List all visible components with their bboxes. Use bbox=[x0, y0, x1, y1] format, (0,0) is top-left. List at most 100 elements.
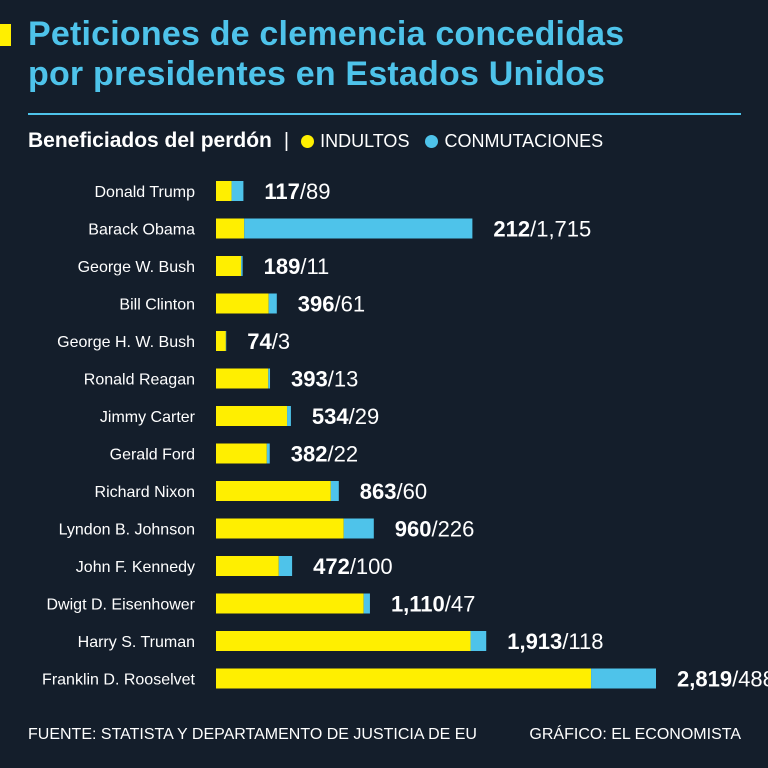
category-label: Jimmy Carter bbox=[100, 409, 196, 426]
value-label: 960/226 bbox=[395, 517, 475, 542]
value-label: 396/61 bbox=[298, 292, 365, 317]
bar-commutations bbox=[330, 481, 339, 501]
value-label-pardons: 1,110 bbox=[391, 592, 445, 617]
category-label: Lyndon B. Johnson bbox=[59, 522, 195, 539]
title-line-1: Peticiones de clemencia concedidas bbox=[28, 15, 625, 53]
category-label: Franklin D. Rooselvet bbox=[42, 672, 196, 689]
category-label: Gerald Ford bbox=[110, 447, 195, 464]
footer-credit: GRÁFICO: EL ECONOMISTA bbox=[529, 726, 741, 743]
legend-separator: | bbox=[283, 129, 290, 152]
bar-commutations bbox=[363, 593, 370, 614]
value-label-pardons: 74 bbox=[247, 329, 272, 354]
legend-dot-pardons bbox=[301, 134, 315, 148]
category-label: John F. Kennedy bbox=[76, 559, 195, 576]
bar-commutations bbox=[231, 181, 244, 201]
category-label: Dwigt D. Eisenhower bbox=[47, 597, 196, 614]
category-label: Barack Obama bbox=[88, 222, 195, 239]
bar-pardons bbox=[216, 556, 279, 576]
value-label-commutations: /60 bbox=[397, 479, 428, 504]
legend-title: Beneficiados del perdón bbox=[28, 129, 272, 152]
bar-pardons bbox=[216, 331, 226, 351]
value-label: 74/3 bbox=[247, 329, 290, 354]
value-label-commutations: /22 bbox=[327, 442, 358, 467]
category-label: Bill Clinton bbox=[119, 297, 195, 314]
value-label-commutations: /13 bbox=[328, 367, 359, 392]
bar-pardons bbox=[216, 293, 269, 314]
value-label-commutations: /488 bbox=[732, 667, 768, 692]
bar-pardons bbox=[216, 368, 269, 389]
bar-pardons bbox=[216, 481, 331, 501]
value-label-pardons: 1,913 bbox=[507, 629, 562, 654]
value-label: 2,819/488 bbox=[677, 667, 768, 692]
category-label: Harry S. Truman bbox=[78, 634, 195, 651]
value-label-pardons: 472 bbox=[313, 554, 350, 579]
category-label: George H. W. Bush bbox=[57, 334, 195, 351]
legend-label-pardons: INDULTOS bbox=[320, 130, 410, 151]
bar-commutations bbox=[268, 293, 277, 314]
value-label-commutations: /29 bbox=[349, 404, 380, 429]
value-label: 1,913/118 bbox=[507, 629, 603, 654]
bar-pardons bbox=[216, 181, 232, 201]
value-label-commutations: /226 bbox=[432, 517, 475, 542]
value-label: 863/60 bbox=[360, 479, 427, 504]
value-label: 382/22 bbox=[291, 442, 358, 467]
bar-pardons bbox=[216, 406, 288, 426]
value-label-commutations: /1,715 bbox=[530, 217, 591, 242]
bar-commutations bbox=[244, 218, 473, 239]
bar-pardons bbox=[216, 593, 364, 614]
title-accent-mark bbox=[0, 24, 11, 46]
value-label: 393/13 bbox=[291, 367, 358, 392]
value-label-pardons: 117 bbox=[264, 179, 300, 204]
bar-commutations bbox=[268, 368, 271, 389]
bar-pardons bbox=[216, 443, 267, 464]
legend-dot-commutations bbox=[425, 134, 439, 148]
value-label-commutations: /118 bbox=[562, 629, 603, 654]
legend-label-commutations: CONMUTACIONES bbox=[444, 130, 604, 151]
value-label: 1,110/47 bbox=[391, 592, 475, 617]
bar-pardons bbox=[216, 668, 592, 689]
value-label-pardons: 212 bbox=[493, 217, 530, 242]
value-label-pardons: 396 bbox=[298, 292, 335, 317]
category-label: Donald Trump bbox=[95, 184, 196, 201]
chart-title: Peticiones de clemencia concedidas por p… bbox=[28, 14, 758, 94]
bar-commutations bbox=[241, 256, 243, 276]
bar-pardons bbox=[216, 256, 242, 276]
legend-item-commutations: CONMUTACIONES bbox=[425, 131, 603, 152]
category-label: Richard Nixon bbox=[95, 484, 195, 501]
value-label-commutations: /61 bbox=[335, 292, 366, 317]
value-label: 212/1,715 bbox=[493, 217, 591, 242]
value-label: 472/100 bbox=[313, 554, 393, 579]
value-label-pardons: 2,819 bbox=[677, 667, 732, 692]
value-label-commutations: /47 bbox=[445, 592, 476, 617]
bar-commutations bbox=[266, 443, 270, 464]
value-label-pardons: 189 bbox=[264, 254, 301, 279]
value-label-commutations: /100 bbox=[350, 554, 393, 579]
bar-commutations bbox=[278, 556, 293, 576]
value-label: 189/11 bbox=[264, 254, 330, 279]
value-label-commutations: /3 bbox=[272, 329, 290, 354]
value-label-commutations: /11 bbox=[300, 254, 329, 279]
bar-pardons bbox=[216, 631, 471, 651]
category-label: Ronald Reagan bbox=[84, 372, 195, 389]
bar-chart: Donald Trump 117/89 Barack Obama 212/1,715 G… bbox=[42, 179, 768, 692]
category-label: George W. Bush bbox=[78, 259, 195, 276]
bar-commutations bbox=[343, 518, 374, 539]
bar-pardons bbox=[216, 518, 344, 539]
value-label: 117/89 bbox=[264, 179, 330, 204]
value-label-pardons: 863 bbox=[360, 479, 397, 504]
value-label-pardons: 382 bbox=[291, 442, 328, 467]
footer-source: FUENTE: STATISTA Y DEPARTAMENTO DE JUSTI… bbox=[28, 726, 477, 743]
value-label-pardons: 393 bbox=[291, 367, 328, 392]
value-label-pardons: 534 bbox=[312, 404, 349, 429]
value-label-commutations: /89 bbox=[300, 179, 331, 204]
legend-item-pardons: INDULTOS bbox=[301, 131, 409, 152]
title-divider bbox=[28, 113, 741, 115]
bar-pardons bbox=[216, 218, 245, 239]
bar-commutations bbox=[591, 668, 656, 689]
bar-commutations bbox=[470, 631, 487, 651]
bar-commutations bbox=[287, 406, 291, 426]
title-line-2: por presidentes en Estados Unidos bbox=[28, 55, 606, 93]
legend: Beneficiados del perdón | INDULTOS CONMU… bbox=[28, 126, 619, 156]
value-label-pardons: 960 bbox=[395, 517, 432, 542]
value-label: 534/29 bbox=[312, 404, 379, 429]
